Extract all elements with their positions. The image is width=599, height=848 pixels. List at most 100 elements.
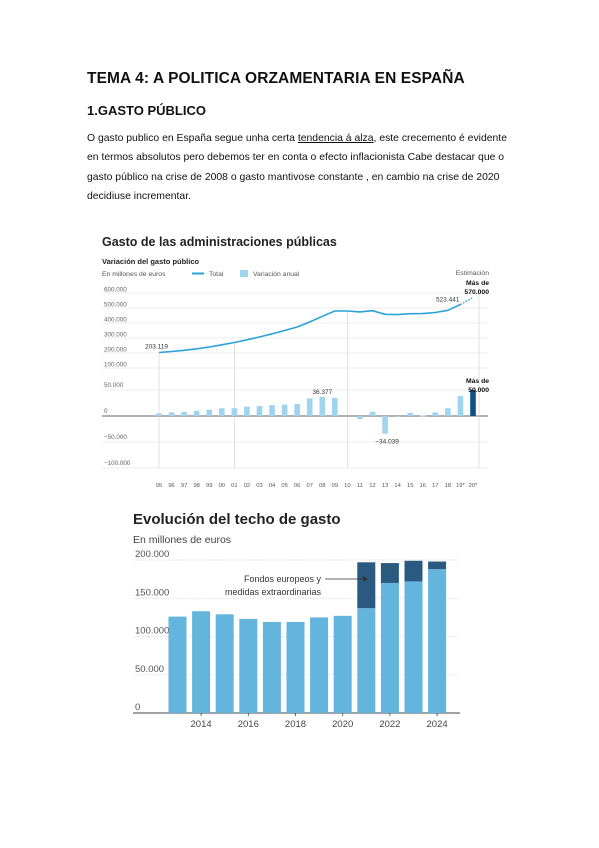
chart2-bar-2015 bbox=[215, 614, 234, 713]
chart1-y-tick: −50.000 bbox=[104, 434, 127, 441]
chart1-bar-17 bbox=[432, 412, 439, 416]
chart2-x-tick: 2014 bbox=[191, 719, 212, 730]
chart2-y-tick: 50.000 bbox=[135, 664, 164, 675]
chart1-y-tick: 500.000 bbox=[104, 302, 127, 309]
chart1-total-estimate-line bbox=[460, 296, 474, 306]
chart2-x-tick: 2024 bbox=[427, 719, 448, 730]
chart1-bar-96 bbox=[168, 412, 175, 416]
underlined-phrase: tendencia á alza bbox=[297, 133, 374, 144]
chart1-min-variation-label: −34.039 bbox=[375, 439, 399, 446]
chart1-peak-variation-label: 36.377 bbox=[312, 389, 332, 396]
legend-total-label: Total bbox=[209, 271, 224, 278]
chart2-bar-2016 bbox=[239, 618, 258, 713]
chart-gasto-administraciones: Gasto de las administraciones públicas V… bbox=[102, 235, 489, 489]
chart1-y-tick: 600.000 bbox=[104, 287, 127, 294]
chart1-bar-97 bbox=[181, 411, 187, 416]
chart1-x-tick: 02 bbox=[244, 483, 250, 489]
chart1-bar-11 bbox=[357, 416, 363, 420]
chart2-annotation-arrow-head bbox=[363, 576, 368, 582]
chart2-bar-2020 bbox=[333, 615, 352, 713]
chart2-x-tick: 2018 bbox=[285, 719, 306, 730]
chart1-x-tick: 96 bbox=[168, 483, 174, 489]
chart1-bar-03 bbox=[256, 406, 263, 416]
chart1-bar-99 bbox=[206, 409, 213, 416]
chart1-x-tick: 04 bbox=[269, 483, 276, 489]
chart1-bar-00 bbox=[219, 408, 225, 416]
body-paragraph: O gasto publico en España segue unha cer… bbox=[87, 129, 517, 206]
chart1-x-tick: 17 bbox=[432, 483, 438, 489]
chart1-x-tick: 05 bbox=[281, 483, 287, 489]
chart1-bar-04 bbox=[269, 405, 275, 416]
chart2-bar-2019 bbox=[310, 617, 329, 713]
chart1-y-tick: 300.000 bbox=[104, 332, 127, 339]
chart1-x-tick: 97 bbox=[181, 483, 187, 489]
chart2-unit-label: En millones de euros bbox=[133, 534, 231, 546]
chart1-bar-98 bbox=[193, 410, 200, 416]
chart1-estimate-var-line1: Más de bbox=[466, 378, 489, 385]
chart1-x-tick: 18 bbox=[445, 483, 451, 489]
chart-techo-de-gasto: Evolución del techo de gasto En millones… bbox=[133, 511, 460, 730]
chart2-x-tick: 2016 bbox=[238, 719, 259, 730]
paragraph-text-1: O gasto publico en España segue unha cer… bbox=[87, 133, 298, 144]
chart1-bar-95 bbox=[156, 413, 162, 416]
chart2-bar-extra-2021 bbox=[357, 562, 376, 609]
chart1-estimate-total-line1: Más de bbox=[466, 280, 489, 287]
chart1-x-tick: 03 bbox=[256, 483, 262, 489]
chart1-bar-12 bbox=[369, 411, 376, 416]
chart2-bar-extra-2023 bbox=[404, 560, 423, 582]
chart1-x-tick: 98 bbox=[193, 483, 199, 489]
chart1-x-tick: 08 bbox=[319, 483, 325, 489]
chart1-bar-19* bbox=[457, 396, 464, 416]
chart1-estimate-var-line2: 50.000 bbox=[468, 387, 489, 394]
chart1-start-total-label: 203.119 bbox=[145, 344, 168, 351]
chart1-y-tick: 50.000 bbox=[104, 382, 124, 389]
section-heading: 1.GASTO PÚBLICO bbox=[87, 103, 206, 118]
chart1-x-tick: 99 bbox=[206, 483, 212, 489]
chart1-x-tick: 14 bbox=[394, 483, 401, 489]
chart1-subtitle: Variación del gasto público bbox=[102, 257, 200, 266]
chart1-x-tick: 06 bbox=[294, 483, 300, 489]
chart1-bar-16 bbox=[419, 415, 426, 417]
paragraph-text-2: , este crecemento é evidente en termos a… bbox=[87, 133, 507, 202]
chart1-x-tick: 01 bbox=[231, 483, 237, 489]
chart1-bar-01 bbox=[231, 408, 238, 416]
chart1-bar-06 bbox=[294, 404, 300, 416]
chart1-y-tick: 200.000 bbox=[104, 347, 127, 354]
chart2-annotation-line2: medidas extraordinarias bbox=[225, 587, 322, 597]
chart2-bar-extra-2024 bbox=[428, 561, 447, 570]
chart1-bar-09 bbox=[332, 397, 338, 416]
chart2-bar-extra-2022 bbox=[380, 563, 399, 583]
chart2-x-tick: 2020 bbox=[332, 719, 353, 730]
legend-variation-swatch bbox=[240, 270, 248, 277]
document-title: TEMA 4: A POLITICA ORZAMENTARIA EN ESPAÑ… bbox=[87, 70, 465, 87]
chart2-bar-2024 bbox=[428, 569, 447, 713]
chart1-bar-18 bbox=[445, 408, 451, 416]
estimation-label: Estimación bbox=[456, 270, 489, 277]
chart2-bar-2018 bbox=[286, 621, 305, 713]
chart1-bar-20* bbox=[470, 390, 476, 416]
chart1-bar-14 bbox=[394, 416, 401, 418]
chart2-bar-2021 bbox=[357, 608, 376, 713]
chart2-bar-2017 bbox=[262, 621, 281, 713]
chart1-bar-02 bbox=[244, 406, 250, 416]
chart2-x-tick: 2022 bbox=[379, 719, 400, 730]
chart2-bar-2014 bbox=[192, 611, 211, 713]
chart1-2019-total-label: 523.441 bbox=[436, 296, 460, 303]
chart1-x-tick: 19* bbox=[456, 483, 465, 489]
chart1-x-tick: 11 bbox=[357, 483, 363, 489]
chart2-title: Evolución del techo de gasto bbox=[133, 511, 341, 528]
chart1-x-tick: 10 bbox=[344, 483, 350, 489]
chart1-estimate-total-line2: 570.000 bbox=[464, 289, 489, 296]
chart1-y-tick: 0 bbox=[104, 408, 108, 415]
chart2-bar-2023 bbox=[404, 581, 423, 713]
chart1-bar-13 bbox=[382, 416, 388, 434]
chart1-bar-05 bbox=[281, 404, 288, 416]
chart1-title: Gasto de las administraciones públicas bbox=[102, 235, 337, 249]
chart1-bar-08 bbox=[319, 397, 326, 416]
chart1-x-tick: 13 bbox=[382, 483, 388, 489]
chart1-x-tick: 20* bbox=[469, 483, 478, 489]
chart2-y-tick: 0 bbox=[135, 702, 140, 713]
chart1-total-line bbox=[158, 303, 461, 354]
chart2-bar-2013 bbox=[168, 616, 187, 713]
chart1-x-tick: 95 bbox=[156, 483, 162, 489]
